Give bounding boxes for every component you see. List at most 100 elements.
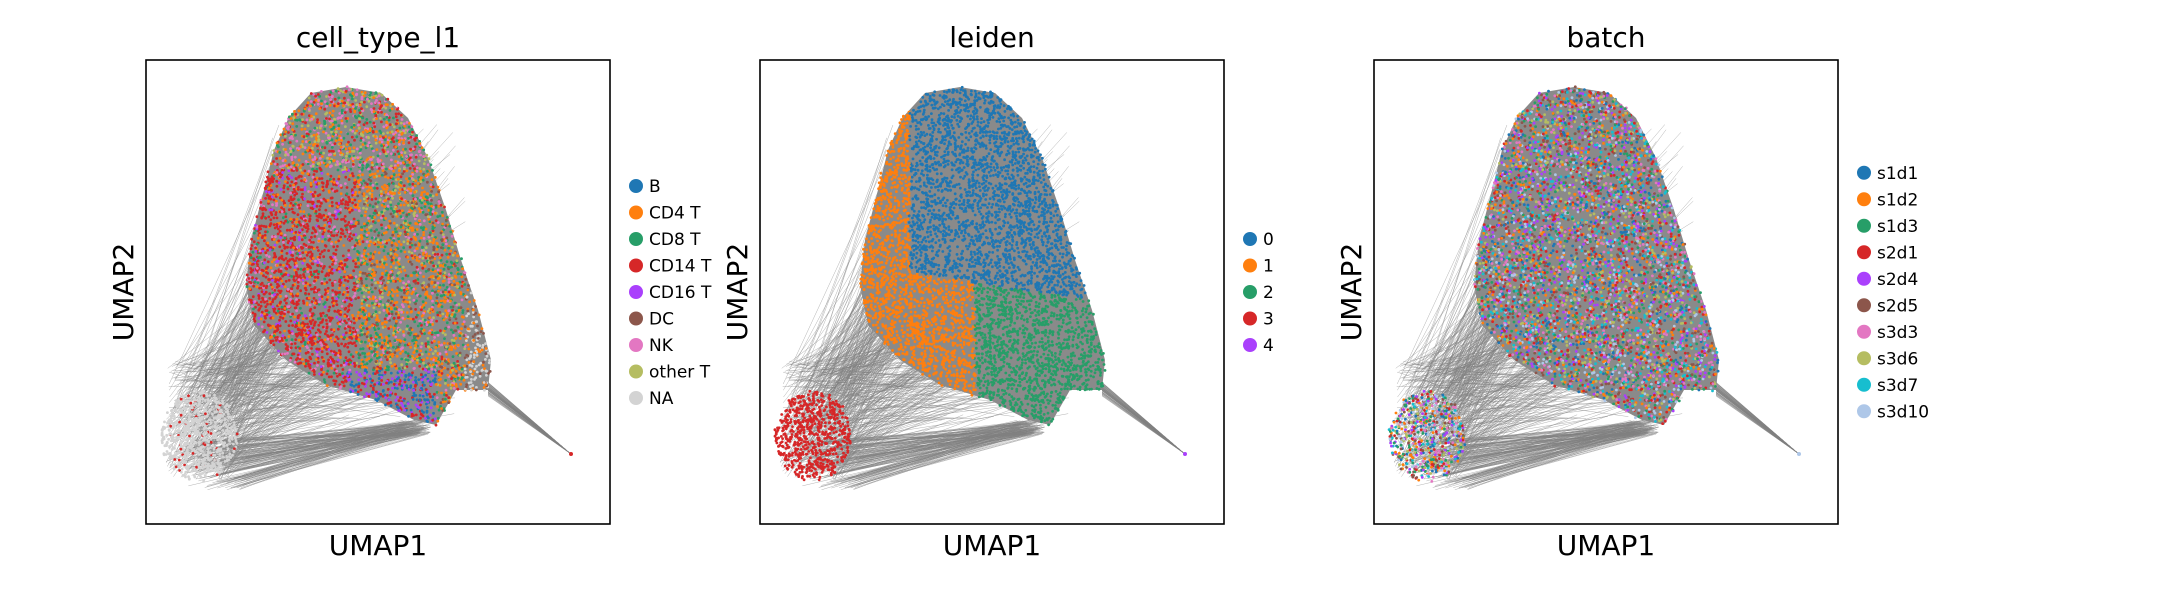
cell-point: [425, 290, 429, 294]
cell-point: [379, 190, 383, 193]
cell-point: [433, 253, 437, 256]
cell-point: [456, 254, 460, 258]
cell-point: [445, 321, 449, 325]
cell-point: [311, 164, 315, 168]
cell-point: [365, 207, 368, 211]
cell-point: [351, 91, 355, 95]
cell-point: [323, 338, 327, 342]
cell-point: [457, 303, 461, 306]
cell-point: [336, 374, 339, 378]
cell-point: [399, 181, 403, 184]
cell-point: [437, 261, 441, 264]
cell-point: [405, 296, 408, 300]
cell-point: [269, 302, 273, 306]
cell-point: [328, 221, 331, 225]
cell-point: [365, 320, 368, 324]
cell-point: [383, 320, 387, 324]
cell-point: [346, 101, 349, 104]
cell-point: [288, 265, 292, 269]
cell-point: [294, 177, 298, 181]
cell-point: [296, 280, 300, 284]
cell-point: [367, 312, 371, 316]
cell-point: [284, 148, 287, 151]
cell-point: [418, 222, 422, 226]
cell-point: [411, 228, 415, 232]
cell-point: [299, 168, 302, 172]
cell-point: [264, 230, 267, 234]
cell-point: [250, 237, 254, 241]
cell-point: [290, 275, 293, 278]
cell-point: [369, 108, 373, 111]
cell-point: [385, 126, 389, 130]
cell-point: [443, 341, 446, 345]
cell-point: [389, 265, 393, 269]
cell-point: [289, 147, 292, 151]
cell-point: [417, 159, 421, 163]
cell-point: [392, 382, 396, 386]
cell-point: [479, 361, 483, 365]
cell-point: [282, 282, 285, 286]
cell-point: [340, 342, 343, 346]
cell-point: [253, 280, 257, 284]
cell-point: [318, 204, 322, 208]
cell-point: [293, 110, 296, 113]
cell-point: [436, 252, 440, 256]
cell-point: [414, 394, 418, 397]
cell-point: [402, 370, 406, 374]
cell-point: [415, 228, 419, 231]
cell-point: [482, 332, 485, 335]
cell-point: [270, 189, 273, 192]
cell-point: [450, 261, 454, 265]
cell-point: [328, 204, 332, 208]
cell-point: [389, 404, 393, 407]
cell-point: [335, 303, 339, 306]
cell-point: [269, 218, 273, 222]
cell-point: [393, 386, 397, 390]
cell-point: [375, 259, 379, 263]
cell-point: [422, 233, 425, 237]
cell-point: [300, 179, 303, 183]
cell-point: [321, 240, 324, 243]
cell-point: [407, 373, 411, 377]
cell-point: [428, 380, 432, 384]
cell-point: [314, 270, 318, 273]
cell-point: [393, 307, 397, 311]
cell-point: [370, 264, 373, 267]
cell-point: [397, 155, 401, 159]
cell-point: [407, 121, 411, 125]
cell-point: [375, 205, 379, 209]
cell-point: [362, 284, 366, 288]
cell-point: [427, 268, 431, 271]
cell-point: [354, 297, 358, 301]
cell-point: [362, 252, 366, 256]
cell-point: [441, 331, 445, 335]
cell-point: [280, 272, 283, 276]
cell-point: [444, 333, 447, 336]
cell-point: [287, 166, 290, 170]
cell-point: [414, 222, 418, 226]
panel-title: cell_type_l1: [296, 21, 460, 54]
graph-edge: [487, 386, 572, 455]
cell-point: [418, 140, 421, 143]
cell-point: [375, 182, 379, 186]
cell-point: [394, 227, 397, 231]
cell-point: [398, 257, 401, 260]
cell-point: [421, 245, 424, 249]
cell-point: [309, 92, 313, 95]
cell-point: [404, 219, 407, 223]
cell-point: [375, 369, 379, 373]
cell-point: [399, 396, 402, 400]
cell-point: [408, 153, 412, 157]
cell-point: [272, 160, 275, 163]
cell-point: [321, 318, 325, 322]
cell-point: [310, 231, 314, 235]
cell-point: [443, 271, 447, 275]
cell-point: [363, 234, 366, 238]
cell-point: [256, 263, 259, 266]
cell-point: [327, 316, 331, 319]
cell-point: [310, 235, 313, 239]
cell-point: [275, 225, 279, 229]
cell-point: [395, 354, 399, 358]
cell-point: [300, 329, 304, 333]
cell-point: [375, 314, 379, 318]
